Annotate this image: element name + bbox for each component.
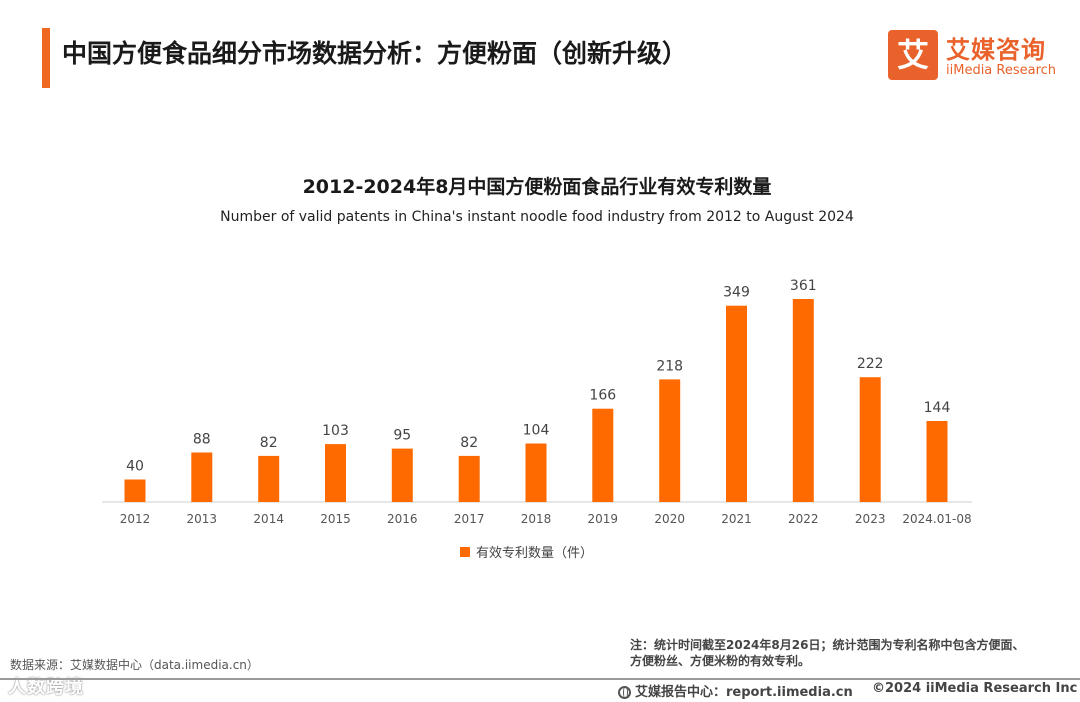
value-label-2020: 218 bbox=[656, 358, 683, 374]
chart-note: 注：统计时间截至2024年8月26日；统计范围为专利名称中包含方便面、 方便粉丝… bbox=[630, 637, 1050, 669]
bar-2016 bbox=[391, 448, 413, 502]
bar-2022 bbox=[792, 299, 814, 502]
bar-2012 bbox=[124, 479, 146, 502]
value-label-2017: 82 bbox=[460, 435, 478, 451]
copyright: ©2024 iiMedia Research Inc bbox=[872, 681, 1078, 696]
chart-title: 2012-2024年8月中国方便粉面食品行业有效专利数量 bbox=[303, 175, 772, 198]
value-label-2014: 82 bbox=[260, 435, 278, 451]
chart-legend: 有效专利数量（件） bbox=[460, 546, 593, 561]
report-center-link[interactable]: 艾媒报告中心：report.iimedia.cn bbox=[618, 681, 853, 700]
bar-2013 bbox=[191, 452, 213, 502]
x-tick-label-2018: 2018 bbox=[521, 512, 552, 526]
x-tick-label-2017: 2017 bbox=[454, 512, 485, 526]
data-source: 数据来源：艾媒数据中心（data.iimedia.cn） bbox=[10, 658, 259, 672]
note-line-2: 方便粉丝、方便米粉的有效专利。 bbox=[630, 654, 811, 668]
x-tick-label-2014: 2014 bbox=[253, 512, 284, 526]
x-tick-label-2015: 2015 bbox=[320, 512, 351, 526]
x-tick-label-2016: 2016 bbox=[387, 512, 418, 526]
bar-2023 bbox=[859, 377, 881, 502]
value-label-2022: 361 bbox=[790, 278, 817, 294]
bar-2019 bbox=[592, 408, 614, 502]
value-label-2016: 95 bbox=[393, 428, 411, 444]
brand-name-cn: 艾媒咨询 bbox=[946, 36, 1046, 64]
legend-label: 有效专利数量（件） bbox=[476, 546, 593, 561]
value-label-2012: 40 bbox=[126, 459, 144, 475]
value-label-2019: 166 bbox=[589, 388, 616, 404]
x-tick-label-2019: 2019 bbox=[588, 512, 619, 526]
value-label-2024.01-08: 144 bbox=[924, 400, 951, 416]
brand-logo[interactable]: 艾 艾媒咨询 iiMedia Research bbox=[888, 30, 1063, 82]
bar-2015 bbox=[325, 444, 346, 502]
bar-2017 bbox=[458, 455, 480, 502]
x-tick-label-2022: 2022 bbox=[788, 512, 819, 526]
report-center-text: 艾媒报告中心：report.iimedia.cn bbox=[635, 685, 853, 700]
brand-mark-icon: 艾 bbox=[888, 30, 938, 80]
x-tick-label-2023: 2023 bbox=[855, 512, 886, 526]
x-tick-label-2013: 2013 bbox=[187, 512, 218, 526]
bar-2014 bbox=[258, 455, 280, 502]
globe-icon bbox=[618, 686, 631, 699]
watermark: 人数跨境 bbox=[8, 677, 84, 698]
value-label-2013: 88 bbox=[193, 432, 211, 448]
value-label-2015: 103 bbox=[322, 423, 349, 439]
legend-swatch bbox=[460, 547, 470, 557]
note-line-1: 注：统计时间截至2024年8月26日；统计范围为专利名称中包含方便面、 bbox=[630, 638, 1025, 652]
footer-divider bbox=[0, 678, 1080, 680]
value-label-2018: 104 bbox=[523, 423, 550, 439]
x-tick-label-2012: 2012 bbox=[120, 512, 151, 526]
chart-subtitle: Number of valid patents in China's insta… bbox=[220, 209, 854, 225]
title-accent-bar bbox=[42, 28, 50, 88]
bar-2024.01-08 bbox=[926, 421, 948, 502]
bar-2018 bbox=[525, 443, 547, 502]
value-label-2021: 349 bbox=[723, 285, 750, 301]
bar-2021 bbox=[726, 305, 747, 502]
page-title: 中国方便食品细分市场数据分析：方便粉面（创新升级） bbox=[62, 39, 688, 68]
brand-name-en: iiMedia Research bbox=[946, 63, 1057, 78]
x-tick-label-2021: 2021 bbox=[721, 512, 752, 526]
bar-2020 bbox=[659, 379, 681, 502]
x-tick-label-2024.01-08: 2024.01-08 bbox=[902, 512, 971, 526]
value-label-2023: 222 bbox=[857, 356, 884, 372]
x-tick-label-2020: 2020 bbox=[654, 512, 685, 526]
